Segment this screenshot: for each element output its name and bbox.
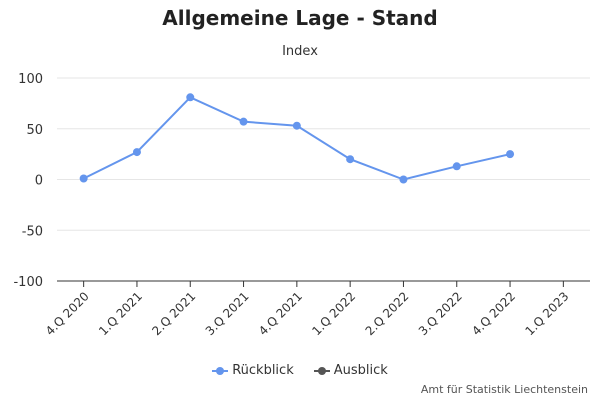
data-point[interactable] [346,155,355,164]
series-layer [79,93,515,184]
y-tick-label: 100 [18,72,43,87]
legend-label-rueckblick: Rückblick [232,363,294,378]
data-point[interactable] [292,121,301,130]
legend-label-ausblick: Ausblick [333,363,388,378]
legend-swatch-rueckblick [212,366,229,376]
y-tick-label: -50 [22,224,43,239]
x-tick-label: 4.Q 2020 [43,289,92,338]
x-tick-label: 3.Q 2021 [203,289,252,338]
x-tick-label: 1.Q 2022 [309,289,358,338]
x-tick-label: 4.Q 2022 [469,289,518,338]
x-tick-label: 2.Q 2022 [363,289,412,338]
x-tick-label: 1.Q 2021 [96,289,145,338]
data-point[interactable] [399,175,408,184]
data-point[interactable] [506,150,515,159]
data-point[interactable] [132,148,141,157]
x-tick-label: 1.Q 2023 [523,289,572,338]
legend-item-rueckblick[interactable]: Rückblick [212,363,294,378]
y-tick-label: -100 [13,275,43,290]
x-tick-label: 4.Q 2021 [256,289,305,338]
data-point[interactable] [452,162,461,171]
y-tick-label: 0 [35,174,43,189]
x-tick-label: 3.Q 2022 [416,289,465,338]
chart-subtitle: Index [282,44,318,59]
grid-lines [57,77,590,282]
credit-text: Amt für Statistik Liechtenstein [420,383,588,396]
x-tick-label: 2.Q 2021 [149,289,198,338]
data-point[interactable] [239,117,248,126]
legend-swatch-ausblick [313,366,330,376]
chart-title: Allgemeine Lage - Stand [162,6,438,30]
legend-item-ausblick[interactable]: Ausblick [313,363,388,378]
legend: Rückblick Ausblick [0,363,600,378]
x-axis-ticks: 4.Q 2020 1.Q 2021 2.Q 2021 3.Q 2021 4.Q 2021… [43,281,572,338]
y-axis-ticks: 100 50 0 -50 -100 [13,72,43,290]
y-tick-label: 50 [26,123,43,138]
data-point[interactable] [186,93,195,102]
data-point[interactable] [79,174,88,183]
series-line-0 [83,96,511,181]
